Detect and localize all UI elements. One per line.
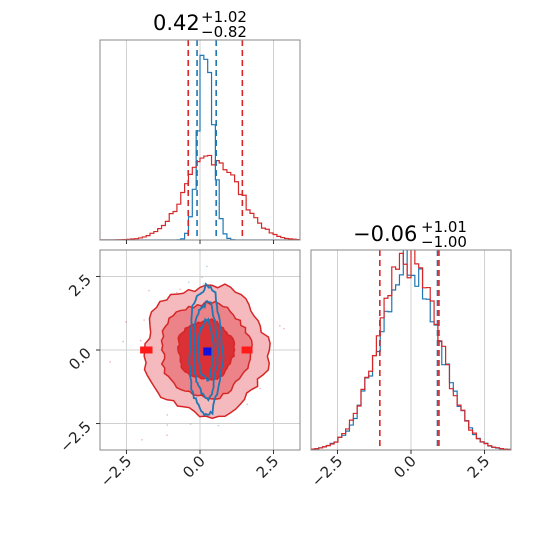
contour-ytick-label-2: 2.5 xyxy=(65,271,95,301)
hist-param2-quantiles xyxy=(379,250,440,450)
contour-scatter-point-0-49 xyxy=(194,529,196,531)
contour-scatter-point-0-35 xyxy=(179,288,181,291)
contour-scatter-point-0-59 xyxy=(335,349,337,351)
contour-panel: −2.5 0.0 2.5 −2.5 0.0 2.5 xyxy=(41,230,337,531)
contour-blue-level-2 xyxy=(197,317,215,382)
contour-scatter-point-1-15 xyxy=(189,423,192,425)
contour-blue-level-1 xyxy=(193,300,220,402)
contour-ytick-label-1: 0.0 xyxy=(65,344,95,374)
contour-scatter-point-0-18 xyxy=(166,414,169,416)
contour-scatter-point-1-14 xyxy=(217,424,220,427)
contour-scatter-point-0-48 xyxy=(125,321,127,323)
hist-param2-ticks: −2.5 0.0 2.5 xyxy=(308,450,494,491)
contour-scatter-point-0-57 xyxy=(166,434,168,436)
contour-scatter-point-0-20 xyxy=(176,291,178,294)
contour-scatter-point-1-55 xyxy=(206,265,208,268)
hist-param2-xtick-label-1: 0.0 xyxy=(390,452,420,482)
hist-param1-quantiles xyxy=(187,40,244,240)
contour-scatter-point-0-29 xyxy=(41,298,43,300)
hist-param2-xtick-label-2: 2.5 xyxy=(464,452,494,482)
contour-center-marker-0 xyxy=(203,347,212,356)
hist-param1-ticks xyxy=(125,240,275,244)
hist-panel-param2: −2.5 0.0 2.5 −0.06 +1.01 −1.00 xyxy=(308,218,512,491)
contour-scatter-point-0-64 xyxy=(266,230,268,232)
hist-param1-median: 0.42 xyxy=(153,11,200,35)
contour-scatter-point-0-39 xyxy=(246,403,249,406)
contour-scatter-point-0-27 xyxy=(139,339,142,342)
contour-scatter-point-0-40 xyxy=(259,387,261,390)
hist-param1-series-1 xyxy=(100,154,300,240)
contour-scatter-point-0-46 xyxy=(122,340,125,343)
contour-scatter-point-0-41 xyxy=(166,424,169,426)
contour-blue-level-0 xyxy=(188,282,225,417)
contour-ytick-label-0: −2.5 xyxy=(56,418,94,456)
contour-scatter-point-0-67 xyxy=(109,361,112,363)
hist-param2-lower: −1.00 xyxy=(421,233,467,251)
hist-param2-series xyxy=(311,250,511,450)
hist-param1-series xyxy=(100,54,300,240)
hist-param1-lower: −0.82 xyxy=(201,23,247,41)
contour-scatter-point-1-64 xyxy=(203,283,205,285)
contour-scatter-point-0-65 xyxy=(143,319,145,321)
hist-param2-series-1 xyxy=(311,250,511,450)
contour-scatter-point-0-66 xyxy=(141,438,143,441)
contour-red-marker-1 xyxy=(144,346,153,354)
contour-scatter-point-0-24 xyxy=(148,289,150,292)
hist-param2-median: −0.06 xyxy=(353,222,417,246)
contour-scatter-point-1-66 xyxy=(201,276,203,278)
contour-markers xyxy=(140,346,253,356)
contour-scatter-point-1-18 xyxy=(187,281,190,283)
hist-param2-xtick-label-0: −2.5 xyxy=(308,452,346,490)
contour-scatter-point-0-62 xyxy=(283,327,285,330)
contour-red-marker-0 xyxy=(140,346,149,354)
contour-scatter-point-0-32 xyxy=(279,325,281,327)
contour-red-marker-3 xyxy=(244,346,253,354)
hist-param1-series-0 xyxy=(100,54,300,240)
hist-param1-title: 0.42 xyxy=(153,11,200,35)
contour-xtick-label-2: 2.5 xyxy=(253,452,283,482)
hist-panel-param1: 0.42 +1.02 −0.82 xyxy=(99,8,301,244)
hist-param2-upper: +1.01 xyxy=(421,218,467,236)
contour-xtick-label-1: 0.0 xyxy=(179,452,209,482)
hist-param2-grid xyxy=(336,250,486,450)
hist-param1-upper: +1.02 xyxy=(201,8,247,26)
contour-xtick-label-0: −2.5 xyxy=(97,452,135,490)
